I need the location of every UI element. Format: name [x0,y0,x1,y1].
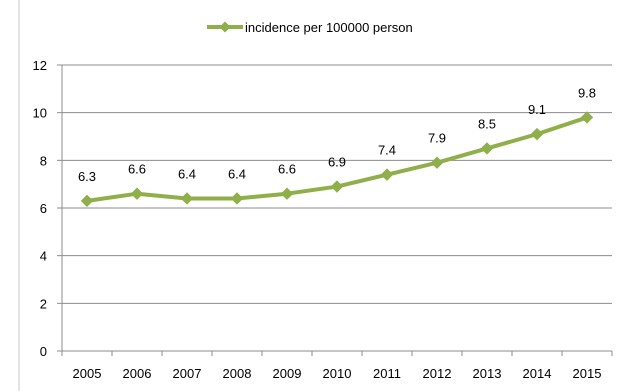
data-point-marker [430,156,444,169]
x-tick-label-2015: 2015 [573,366,602,381]
legend-label: incidence per 100000 person [245,20,413,35]
gridlines [62,64,612,304]
x-tick-label-2014: 2014 [523,366,552,381]
data-point-marker [230,192,244,205]
y-tick-label: 4 [40,249,47,264]
x-tick-label-2009: 2009 [273,366,302,381]
data-labels: 6.3 6.6 6.4 6.4 6.6 6.9 7.4 7.9 8.5 9.1 9.8 [78,85,596,183]
data-point-marker [280,187,294,200]
x-tick-label-2011: 2011 [373,366,401,381]
x-tick-label-2006: 2006 [123,366,152,381]
y-tick-label: 8 [40,153,47,168]
x-tick-label-2007: 2007 [173,366,202,381]
data-point-marker [180,192,194,205]
data-label: 8.5 [478,116,496,131]
x-tick-label-2008: 2008 [223,366,252,381]
data-label: 6.4 [178,166,196,181]
x-tick-label-2005: 2005 [73,366,102,381]
data-label: 6.4 [228,166,246,181]
data-point-marker [480,142,494,155]
legend-swatch-marker [219,21,231,33]
data-point-marker [130,187,144,200]
data-label: 7.4 [378,143,396,158]
data-point-marker [380,168,394,181]
legend: incidence per 100000 person [207,20,413,35]
x-tick-label-2013: 2013 [473,366,502,381]
x-tick-label-2010: 2010 [323,366,352,381]
y-tick-label: 6 [40,201,47,216]
axes: 0 2 4 6 8 10 12 2005 2006 2007 2008 2009 2010 2011 201… [33,58,613,381]
data-point-marker [580,111,594,124]
y-tick-label: 12 [33,58,47,73]
x-tick-label-2012: 2012 [423,366,452,381]
data-label: 7.9 [428,131,446,146]
y-tick-label: 0 [40,344,47,359]
y-tick-label: 2 [40,296,47,311]
data-label: 6.6 [128,162,146,177]
y-tick-label: 10 [33,106,47,121]
data-point-marker [80,194,94,208]
data-point-marker [330,180,344,193]
data-point-marker [530,127,544,141]
data-label: 6.6 [278,162,296,177]
data-label: 6.9 [328,155,346,170]
series-layer [80,111,594,208]
data-label: 6.3 [78,169,96,184]
data-label: 9.1 [528,102,546,117]
data-label: 9.8 [578,85,596,100]
